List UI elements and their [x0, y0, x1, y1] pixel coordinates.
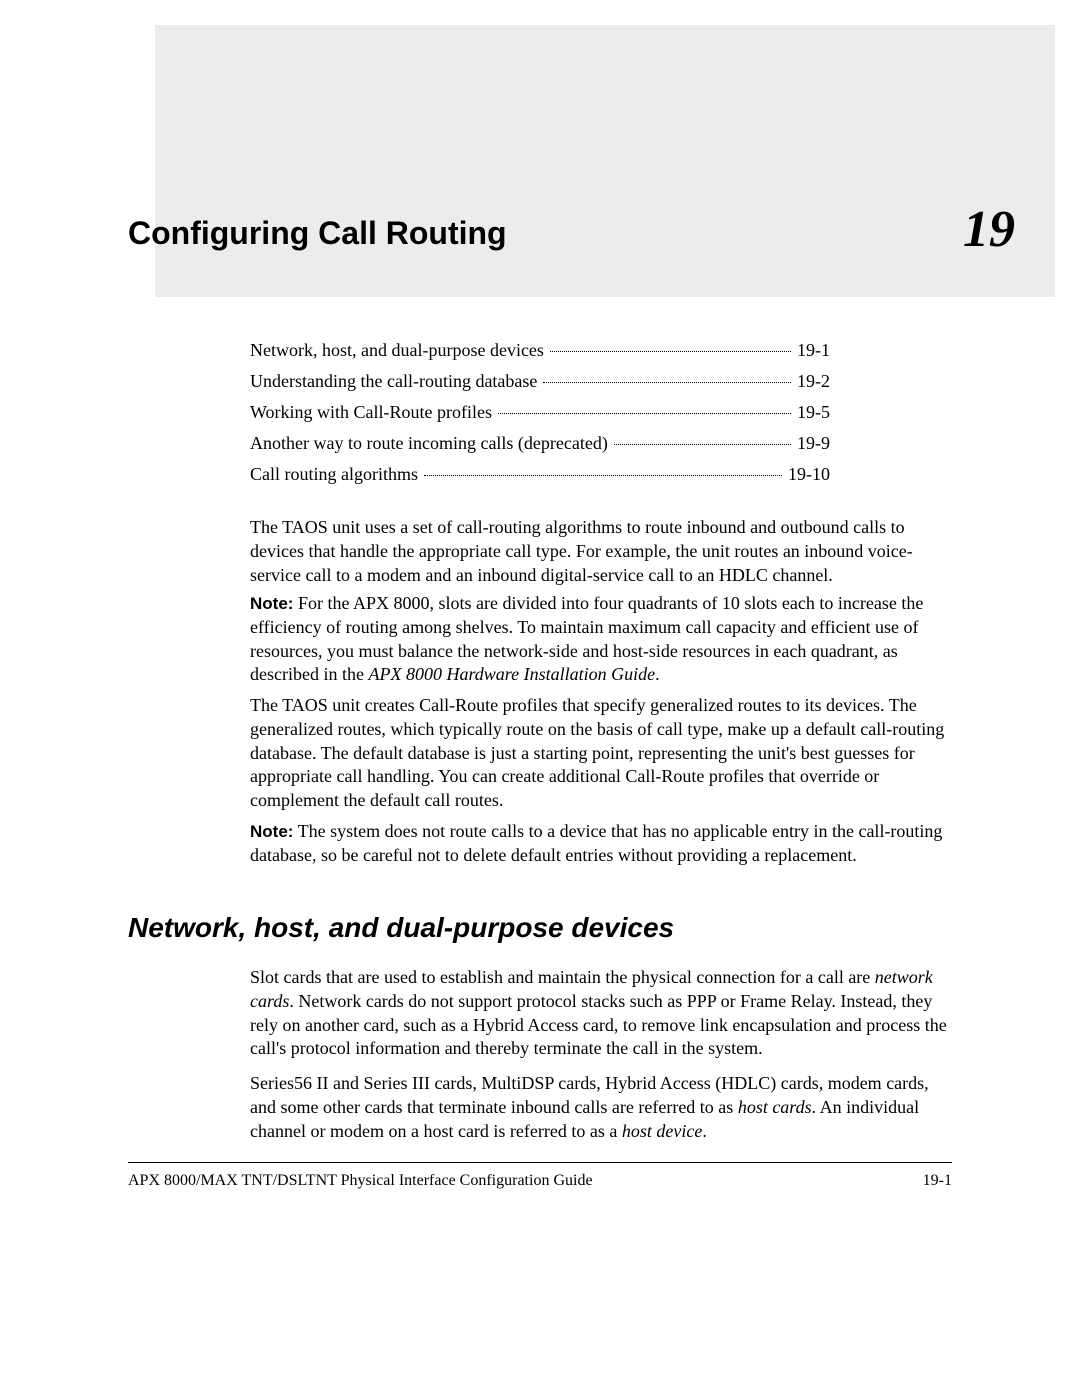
chapter-header-box	[155, 25, 1055, 297]
table-of-contents: Network, host, and dual-purpose devices …	[250, 340, 830, 495]
note-label: Note:	[250, 594, 293, 613]
note-body: The system does not route calls to a dev…	[250, 821, 942, 865]
chapter-number: 19	[963, 200, 1015, 259]
paragraph: Series56 II and Series III cards, MultiD…	[250, 1072, 950, 1143]
toc-label: Understanding the call-routing database	[250, 371, 537, 392]
paragraph: Slot cards that are used to establish an…	[250, 966, 950, 1061]
toc-leader	[543, 382, 791, 383]
toc-row: Working with Call-Route profiles 19-5	[250, 402, 830, 423]
text: .	[655, 664, 660, 684]
book-title: APX 8000 Hardware Installation Guide	[368, 664, 655, 684]
toc-page: 19-9	[797, 433, 830, 454]
section-heading: Network, host, and dual-purpose devices	[128, 912, 674, 944]
toc-page: 19-1	[797, 340, 830, 361]
toc-label: Call routing algorithms	[250, 464, 418, 485]
toc-row: Call routing algorithms 19-10	[250, 464, 830, 485]
footer-doc-title: APX 8000/MAX TNT/DSLTNT Physical Interfa…	[128, 1172, 593, 1190]
toc-leader	[498, 413, 791, 414]
toc-page: 19-10	[788, 464, 830, 485]
toc-leader	[424, 475, 782, 476]
toc-page: 19-5	[797, 402, 830, 423]
note-paragraph: Note: For the APX 8000, slots are divide…	[250, 592, 950, 687]
text: Slot cards that are used to establish an…	[250, 967, 875, 987]
paragraph: The TAOS unit creates Call-Route profile…	[250, 694, 950, 813]
note-paragraph: Note: The system does not route calls to…	[250, 820, 950, 868]
toc-row: Understanding the call-routing database …	[250, 371, 830, 392]
toc-label: Another way to route incoming calls (dep…	[250, 433, 608, 454]
toc-label: Working with Call-Route profiles	[250, 402, 492, 423]
term: host cards	[738, 1097, 812, 1117]
text: . Network cards do not support protocol …	[250, 991, 947, 1059]
toc-leader	[614, 444, 791, 445]
toc-page: 19-2	[797, 371, 830, 392]
toc-row: Another way to route incoming calls (dep…	[250, 433, 830, 454]
toc-label: Network, host, and dual-purpose devices	[250, 340, 544, 361]
term: host device	[622, 1121, 702, 1141]
toc-row: Network, host, and dual-purpose devices …	[250, 340, 830, 361]
chapter-title: Configuring Call Routing	[128, 215, 507, 252]
note-label: Note:	[250, 822, 293, 841]
footer-rule	[128, 1162, 952, 1163]
toc-leader	[550, 351, 791, 352]
footer-page-number: 19-1	[923, 1172, 952, 1190]
paragraph: The TAOS unit uses a set of call-routing…	[250, 516, 950, 587]
text: .	[702, 1121, 707, 1141]
